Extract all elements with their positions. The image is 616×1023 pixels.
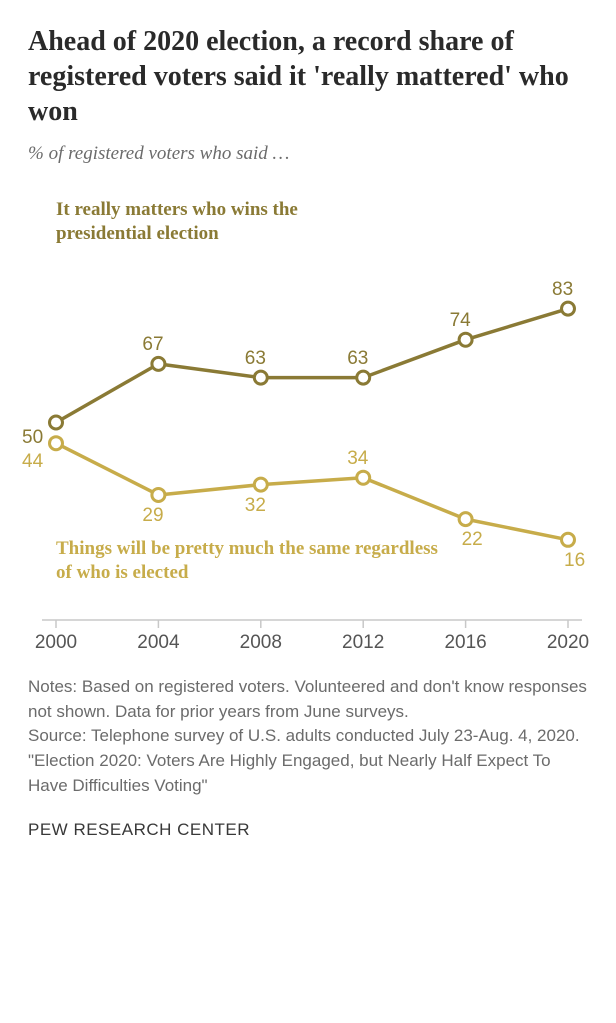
x-tick-label: 2000 <box>35 632 77 654</box>
data-label: 67 <box>142 334 163 356</box>
data-label: 29 <box>142 505 163 527</box>
data-label: 74 <box>450 310 471 332</box>
series-label-same: Things will be pretty much the same rega… <box>56 537 456 585</box>
data-label: 63 <box>245 348 266 370</box>
data-label: 34 <box>347 448 368 470</box>
x-tick-label: 2012 <box>342 632 384 654</box>
data-label: 16 <box>564 550 585 572</box>
series-label-matters: It really matters who wins the president… <box>56 198 396 246</box>
chart-subtitle: % of registered voters who said … <box>28 143 588 165</box>
x-tick-label: 2008 <box>240 632 282 654</box>
data-label: 50 <box>22 427 43 449</box>
data-label: 83 <box>552 279 573 301</box>
chart-title: Ahead of 2020 election, a record share o… <box>28 24 588 129</box>
chart-notes: Notes: Based on registered voters. Volun… <box>28 675 588 798</box>
x-tick-label: 2016 <box>444 632 486 654</box>
x-tick-label: 2004 <box>137 632 179 654</box>
note-line: Source: Telephone survey of U.S. adults … <box>28 724 588 749</box>
data-label: 44 <box>22 451 43 473</box>
data-label: 32 <box>245 495 266 517</box>
footer-attribution: PEW RESEARCH CENTER <box>28 820 588 840</box>
line-chart: 2000 2004 2008 2012 2016 2020 It really matter… <box>28 195 588 655</box>
note-line: "Election 2020: Voters Are Highly Engage… <box>28 749 588 798</box>
x-tick-label: 2020 <box>547 632 589 654</box>
data-label: 22 <box>462 529 483 551</box>
note-line: Notes: Based on registered voters. Volun… <box>28 675 588 724</box>
data-label: 63 <box>347 348 368 370</box>
